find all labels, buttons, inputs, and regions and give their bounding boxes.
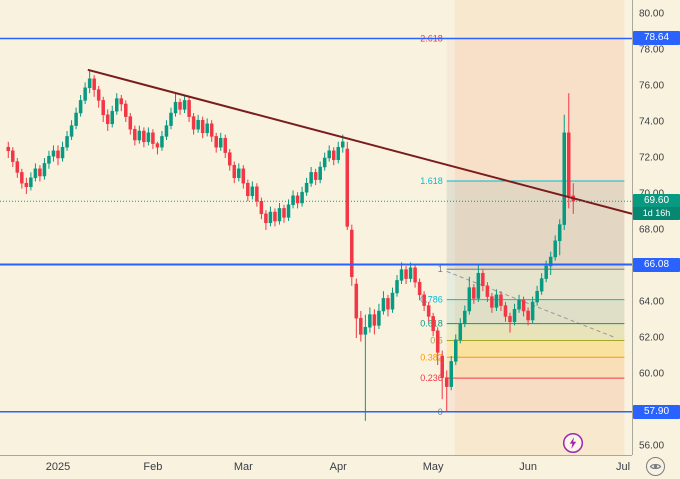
lightning-icon (562, 432, 584, 454)
descending-trendline[interactable] (87, 68, 632, 215)
time-tick-label: May (422, 461, 444, 473)
current-price-badge: 69.60 1d 16h (633, 194, 680, 221)
axis-corner (632, 455, 680, 479)
price-tick-label: 56.00 (639, 440, 665, 452)
time-tick-label: 2025 (45, 461, 71, 473)
fib-label: 1.618 (420, 176, 443, 186)
price-tick-label: 70.00 (639, 189, 664, 200)
time-tick-label: Mar (233, 461, 253, 473)
price-tick-label: 72.00 (639, 152, 665, 164)
time-tick-label: Feb (143, 461, 163, 473)
price-tick-label: 62.00 (639, 332, 665, 344)
price-tick-label: 68.00 (639, 224, 665, 236)
time-tick-label: Apr (329, 461, 347, 473)
lightning-button[interactable] (562, 432, 584, 454)
price-tick-label: 80.00 (639, 8, 665, 20)
price-badge-57.90: 57.90 (633, 404, 680, 419)
candlestick-series (6, 69, 576, 421)
price-tick-label: 76.00 (639, 80, 665, 92)
time-axis[interactable]: 2025 Feb Mar Apr May Jun Jul (0, 455, 680, 479)
time-tick-label: Jul (615, 461, 631, 473)
fib-label: 0.382 (420, 352, 443, 362)
fib-label: 1 (438, 264, 443, 274)
price-badge-66.08: 66.08 (633, 257, 680, 272)
fib-label: 0.786 (420, 295, 443, 305)
eye-icon-button[interactable] (646, 457, 665, 476)
fib-label: 0.236 (420, 373, 443, 383)
price-tick-label: 60.00 (639, 368, 665, 380)
price-tick-label: 74.00 (639, 116, 665, 128)
bar-countdown: 1d 16h (633, 207, 680, 221)
fib-zones (446, 38, 625, 412)
price-badge-78.64: 78.64 (633, 31, 680, 46)
price-axis[interactable]: 80.0078.0076.0074.0072.0070.0068.0066.00… (632, 0, 680, 455)
price-tick-label: 64.00 (639, 296, 665, 308)
highlight-region (454, 0, 625, 455)
price-tick-label: 78.00 (639, 44, 665, 56)
eye-icon (649, 463, 662, 470)
time-tick-label: Jun (519, 461, 537, 473)
